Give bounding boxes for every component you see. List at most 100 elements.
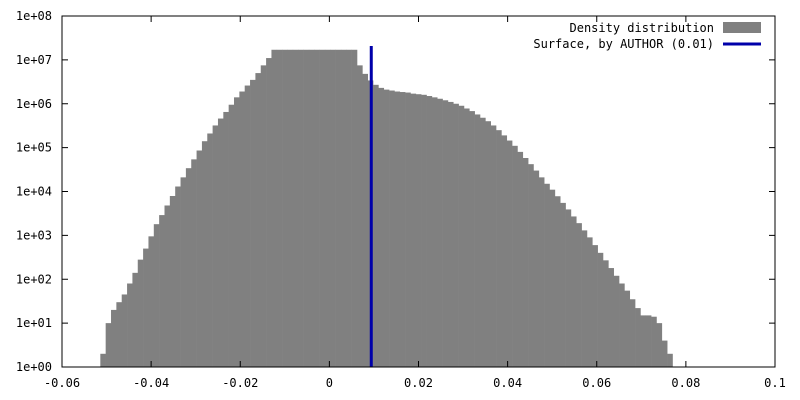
histogram-bar (266, 58, 272, 367)
histogram-bar (570, 216, 577, 367)
histogram-bar (319, 49, 326, 368)
y-tick-label: 1e+01 (16, 316, 52, 330)
histogram-bar (619, 283, 625, 367)
x-tick-label: 0.02 (404, 376, 433, 390)
histogram-bar (496, 130, 502, 367)
histogram-bar (528, 164, 534, 367)
histogram-bar (324, 49, 331, 368)
histogram-bar (554, 196, 561, 367)
histogram-bar (228, 104, 235, 367)
histogram-bar (169, 195, 176, 367)
histogram-bar (651, 316, 657, 367)
histogram-bar (479, 117, 486, 368)
histogram-bar (576, 223, 582, 367)
histogram-bar (191, 159, 197, 367)
histogram-bar (613, 275, 620, 367)
histogram-bar (116, 302, 123, 367)
histogram-bar (431, 97, 438, 368)
histogram-bar (544, 183, 550, 367)
histogram-bar (661, 340, 668, 367)
histogram-bar (223, 111, 229, 367)
histogram-bar (458, 105, 465, 368)
histogram-bar (201, 141, 208, 367)
histogram-bar (250, 79, 256, 367)
histogram-bar (244, 85, 251, 368)
histogram-bar (421, 94, 427, 367)
histogram-bar (485, 121, 491, 367)
histogram-bar (597, 252, 604, 367)
histogram-bar (405, 92, 411, 367)
histogram-bar (629, 299, 636, 367)
histogram-bar (282, 49, 288, 368)
histogram-bar (335, 49, 342, 368)
legend: Density distribution Surface, by AUTHOR … (533, 21, 761, 51)
histogram-bar (581, 230, 588, 367)
histogram-bar (260, 65, 267, 367)
histogram-bar (351, 49, 358, 368)
histogram-bar (234, 97, 240, 368)
histogram-bar (447, 101, 454, 367)
histogram-bar (383, 89, 390, 368)
y-tick-label: 1e+07 (16, 53, 52, 67)
histogram-bar (111, 309, 117, 367)
histogram-bar (346, 49, 352, 368)
histogram-bar (212, 125, 219, 367)
histogram-bar (159, 215, 165, 367)
histogram-bar (239, 91, 246, 367)
histogram-bar (164, 205, 171, 367)
histogram-bar (586, 237, 593, 367)
histogram-bar (624, 290, 631, 367)
histogram-bar (501, 135, 508, 367)
histogram-bar (180, 177, 187, 367)
histogram-bar (512, 145, 518, 367)
x-tick-label: -0.04 (133, 376, 169, 390)
histogram-bar (132, 272, 139, 367)
histogram-bar (143, 248, 149, 367)
histogram-bar (506, 140, 513, 367)
histogram-bar (121, 294, 128, 367)
histogram-bar (656, 323, 663, 367)
histogram-bar (292, 49, 299, 368)
x-tick-label: 0 (326, 376, 333, 390)
histogram-bar (303, 49, 310, 368)
histogram-bar (565, 209, 572, 367)
histogram-bar (602, 260, 609, 367)
histogram-bar (100, 353, 106, 367)
histogram-bar (298, 49, 304, 368)
x-tick-label: -0.06 (44, 376, 80, 390)
x-tick-label: 0.04 (493, 376, 522, 390)
histogram-bar (667, 353, 673, 367)
histogram-bar (175, 186, 181, 367)
x-tick-label: -0.02 (222, 376, 258, 390)
histogram-bar (148, 236, 155, 367)
histogram-bar (463, 108, 470, 368)
histogram-bar (287, 49, 294, 368)
histogram-bar (362, 73, 368, 368)
histogram-bar (330, 49, 336, 368)
histogram-bar (153, 224, 160, 367)
histogram-bar (426, 96, 433, 368)
histogram-bar (373, 84, 379, 367)
histogram-bar (437, 98, 443, 367)
histogram-bar (389, 90, 395, 368)
x-tick-label: 0.08 (671, 376, 700, 390)
histogram-bar (490, 125, 497, 367)
legend-label-surface: Surface, by AUTHOR (0.01) (533, 37, 714, 51)
histogram-bar (399, 92, 406, 368)
histogram-bar (453, 103, 459, 367)
y-tick-label: 1e+03 (16, 228, 52, 242)
histogram-bar (538, 177, 545, 367)
histogram-bar (592, 245, 598, 367)
histogram-bar (635, 308, 641, 367)
histogram-bar (105, 323, 112, 367)
histogram-bar (517, 151, 524, 367)
histogram-bar (207, 133, 213, 367)
x-tick-label: 0.06 (582, 376, 611, 390)
histogram-bar (522, 158, 529, 367)
histogram-bar (442, 100, 449, 367)
legend-label-density: Density distribution (570, 21, 715, 35)
y-tick-label: 1e+02 (16, 272, 52, 286)
histogram-bar (276, 49, 283, 368)
histogram-bar (608, 268, 614, 367)
y-tick-label: 1e+00 (16, 360, 52, 374)
